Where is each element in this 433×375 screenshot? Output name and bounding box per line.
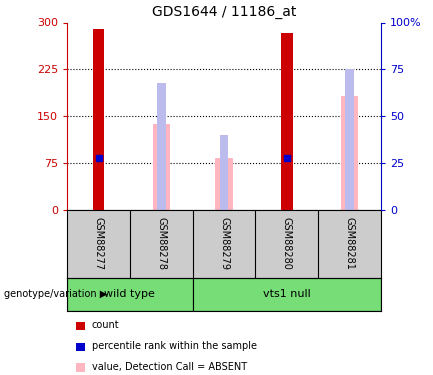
Bar — [341, 96, 359, 210]
Text: wild type: wild type — [104, 290, 155, 299]
Text: GSM88277: GSM88277 — [94, 217, 103, 270]
Text: count: count — [92, 321, 120, 330]
Text: value, Detection Call = ABSENT: value, Detection Call = ABSENT — [92, 362, 247, 372]
Text: GSM88279: GSM88279 — [219, 217, 229, 270]
Bar — [215, 158, 233, 210]
Title: GDS1644 / 11186_at: GDS1644 / 11186_at — [152, 5, 296, 19]
Text: GSM88278: GSM88278 — [156, 217, 166, 270]
Text: percentile rank within the sample: percentile rank within the sample — [92, 341, 257, 351]
Text: GSM88280: GSM88280 — [282, 217, 292, 270]
Bar — [157, 82, 166, 210]
Bar — [67, 278, 193, 311]
Bar — [193, 278, 381, 311]
Text: genotype/variation ▶: genotype/variation ▶ — [4, 290, 107, 299]
Bar — [345, 69, 354, 210]
Bar — [152, 124, 170, 210]
Text: GSM88281: GSM88281 — [345, 217, 355, 270]
Bar — [220, 135, 229, 210]
Bar — [93, 29, 104, 210]
Bar — [281, 33, 293, 210]
Text: vts1 null: vts1 null — [263, 290, 311, 299]
